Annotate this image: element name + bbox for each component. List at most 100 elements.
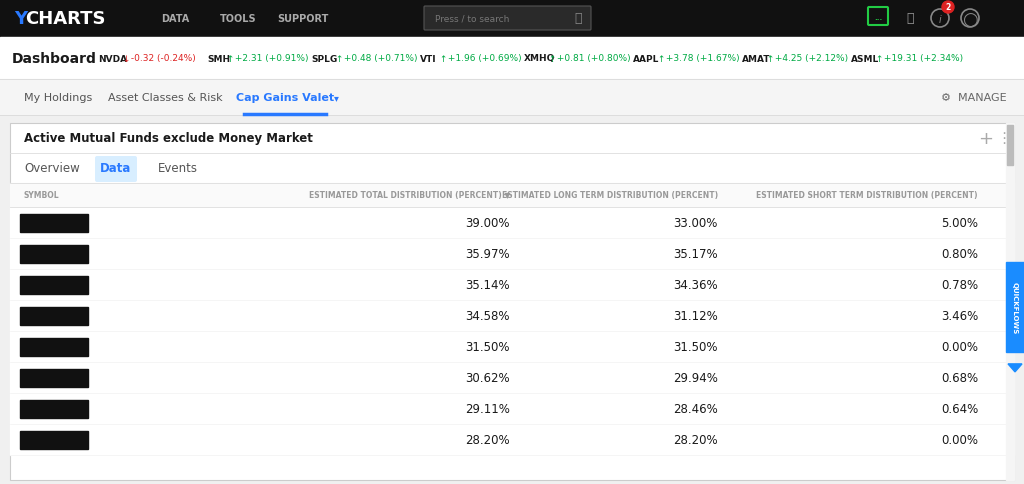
Bar (20, 276, 88, 294)
Bar (20, 338, 88, 356)
Text: ⋮: ⋮ (996, 131, 1012, 146)
Text: 35.97%: 35.97% (465, 247, 510, 260)
Bar (10, 208, 1014, 239)
Text: 29.11%: 29.11% (465, 402, 510, 415)
Text: 35.14%: 35.14% (465, 278, 510, 291)
Bar (10, 270, 1014, 301)
Text: DATA: DATA (161, 14, 189, 24)
Text: XMHQ: XMHQ (524, 54, 555, 63)
Bar (10, 332, 1014, 362)
Text: TOOLS: TOOLS (220, 14, 256, 24)
Text: 35.17%: 35.17% (674, 247, 718, 260)
Text: ↑: ↑ (764, 54, 774, 63)
Text: +0.81 (+0.80%): +0.81 (+0.80%) (554, 54, 631, 63)
Text: VTI: VTI (420, 54, 436, 63)
Bar (0, 38, 1024, 80)
Text: ···: ··· (873, 17, 882, 23)
Text: Y: Y (14, 10, 27, 28)
Bar (1006, 124, 1014, 480)
Text: 33.00%: 33.00% (674, 216, 718, 229)
Text: ESTIMATED LONG TERM DISTRIBUTION (PERCENT): ESTIMATED LONG TERM DISTRIBUTION (PERCEN… (502, 191, 718, 200)
Text: +2.31 (+0.91%): +2.31 (+0.91%) (231, 54, 308, 63)
Text: +4.25 (+2.12%): +4.25 (+2.12%) (772, 54, 848, 63)
Bar (10, 239, 1014, 270)
Text: 39.00%: 39.00% (466, 216, 510, 229)
Text: ↑: ↑ (223, 54, 234, 63)
Text: 3.46%: 3.46% (941, 309, 978, 322)
Text: Overview: Overview (25, 162, 80, 175)
Text: Press / to search: Press / to search (435, 15, 509, 23)
Bar (10, 424, 1014, 455)
Circle shape (942, 2, 954, 14)
Text: +1.96 (+0.69%): +1.96 (+0.69%) (444, 54, 521, 63)
Bar (1006, 262, 1024, 352)
Bar (20, 214, 88, 232)
Text: 29.94%: 29.94% (673, 371, 718, 384)
Text: SPLG: SPLG (311, 54, 337, 63)
Bar (20, 245, 88, 263)
Text: 28.46%: 28.46% (673, 402, 718, 415)
Text: ASML: ASML (851, 54, 880, 63)
FancyBboxPatch shape (10, 124, 1014, 480)
Text: +3.78 (+1.67%): +3.78 (+1.67%) (663, 54, 739, 63)
FancyBboxPatch shape (95, 157, 137, 182)
Bar (20, 400, 88, 418)
Text: 30.62%: 30.62% (465, 371, 510, 384)
Text: 34.36%: 34.36% (674, 278, 718, 291)
Bar (10, 393, 1014, 424)
Text: ESTIMATED SHORT TERM DISTRIBUTION (PERCENT): ESTIMATED SHORT TERM DISTRIBUTION (PERCE… (757, 191, 978, 200)
Text: 31.50%: 31.50% (674, 340, 718, 353)
Bar (1007, 126, 1013, 166)
Text: 0.00%: 0.00% (941, 340, 978, 353)
Text: 28.20%: 28.20% (465, 433, 510, 446)
Bar (0, 116, 1024, 484)
Text: 28.20%: 28.20% (674, 433, 718, 446)
Text: ↑: ↑ (546, 54, 556, 63)
Text: SUPPORT: SUPPORT (278, 14, 329, 24)
Text: ↑: ↑ (655, 54, 666, 63)
Text: +19.31 (+2.34%): +19.31 (+2.34%) (882, 54, 964, 63)
Text: 0.80%: 0.80% (941, 247, 978, 260)
Text: +0.48 (+0.71%): +0.48 (+0.71%) (341, 54, 418, 63)
Text: NVDA: NVDA (98, 54, 127, 63)
Text: ↑: ↑ (333, 54, 343, 63)
Text: i: i (939, 15, 941, 25)
Text: CHARTS: CHARTS (25, 10, 105, 28)
Text: 31.12%: 31.12% (673, 309, 718, 322)
Text: 5.00%: 5.00% (941, 216, 978, 229)
Text: ↑: ↑ (873, 54, 884, 63)
Bar (0, 0, 1024, 38)
Text: Asset Classes & Risk: Asset Classes & Risk (108, 93, 222, 103)
Text: 31.50%: 31.50% (466, 340, 510, 353)
Text: QUICKFLOWS: QUICKFLOWS (1012, 281, 1018, 333)
Text: AMAT: AMAT (742, 54, 771, 63)
Text: 📢: 📢 (906, 13, 913, 26)
Bar (10, 183, 1014, 208)
Text: ○: ○ (963, 11, 978, 29)
Text: Data: Data (100, 162, 132, 175)
Text: 2: 2 (945, 3, 950, 13)
Bar (10, 362, 1014, 393)
Text: Dashboard: Dashboard (12, 52, 97, 66)
Text: SMH: SMH (207, 54, 230, 63)
Text: ▾: ▾ (334, 93, 339, 103)
Bar (20, 431, 88, 449)
Text: ESTIMATED TOTAL DISTRIBUTION (PERCENT) ▼: ESTIMATED TOTAL DISTRIBUTION (PERCENT) ▼ (309, 191, 510, 200)
Text: 0.78%: 0.78% (941, 278, 978, 291)
Text: ↑: ↑ (436, 54, 446, 63)
Bar (20, 369, 88, 387)
Text: +: + (979, 130, 993, 148)
Text: ⌕: ⌕ (574, 13, 582, 26)
Bar (10, 301, 1014, 332)
Text: 34.58%: 34.58% (466, 309, 510, 322)
Bar (20, 307, 88, 325)
Text: Cap Gains Valet: Cap Gains Valet (236, 93, 334, 103)
Text: ↓: ↓ (120, 54, 130, 63)
Text: 0.68%: 0.68% (941, 371, 978, 384)
Text: SYMBOL: SYMBOL (24, 191, 59, 200)
FancyBboxPatch shape (424, 7, 591, 31)
Text: 0.00%: 0.00% (941, 433, 978, 446)
Text: Active Mutual Funds exclude Money Market: Active Mutual Funds exclude Money Market (24, 132, 313, 145)
Bar (0, 80, 1024, 116)
FancyArrow shape (1008, 364, 1022, 372)
